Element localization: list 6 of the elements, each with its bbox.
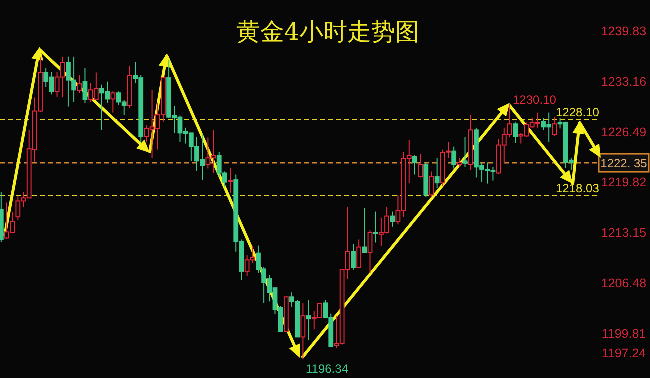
annotation: 1196.34 bbox=[306, 362, 348, 376]
annotation: 1218.03 bbox=[556, 182, 600, 196]
ref-line-label: 1222. 35 bbox=[600, 156, 648, 171]
title: 黄金4小时走势图 bbox=[236, 18, 420, 46]
annotation: 1230.10 bbox=[513, 93, 556, 107]
annotation: 1228.10 bbox=[556, 106, 600, 120]
